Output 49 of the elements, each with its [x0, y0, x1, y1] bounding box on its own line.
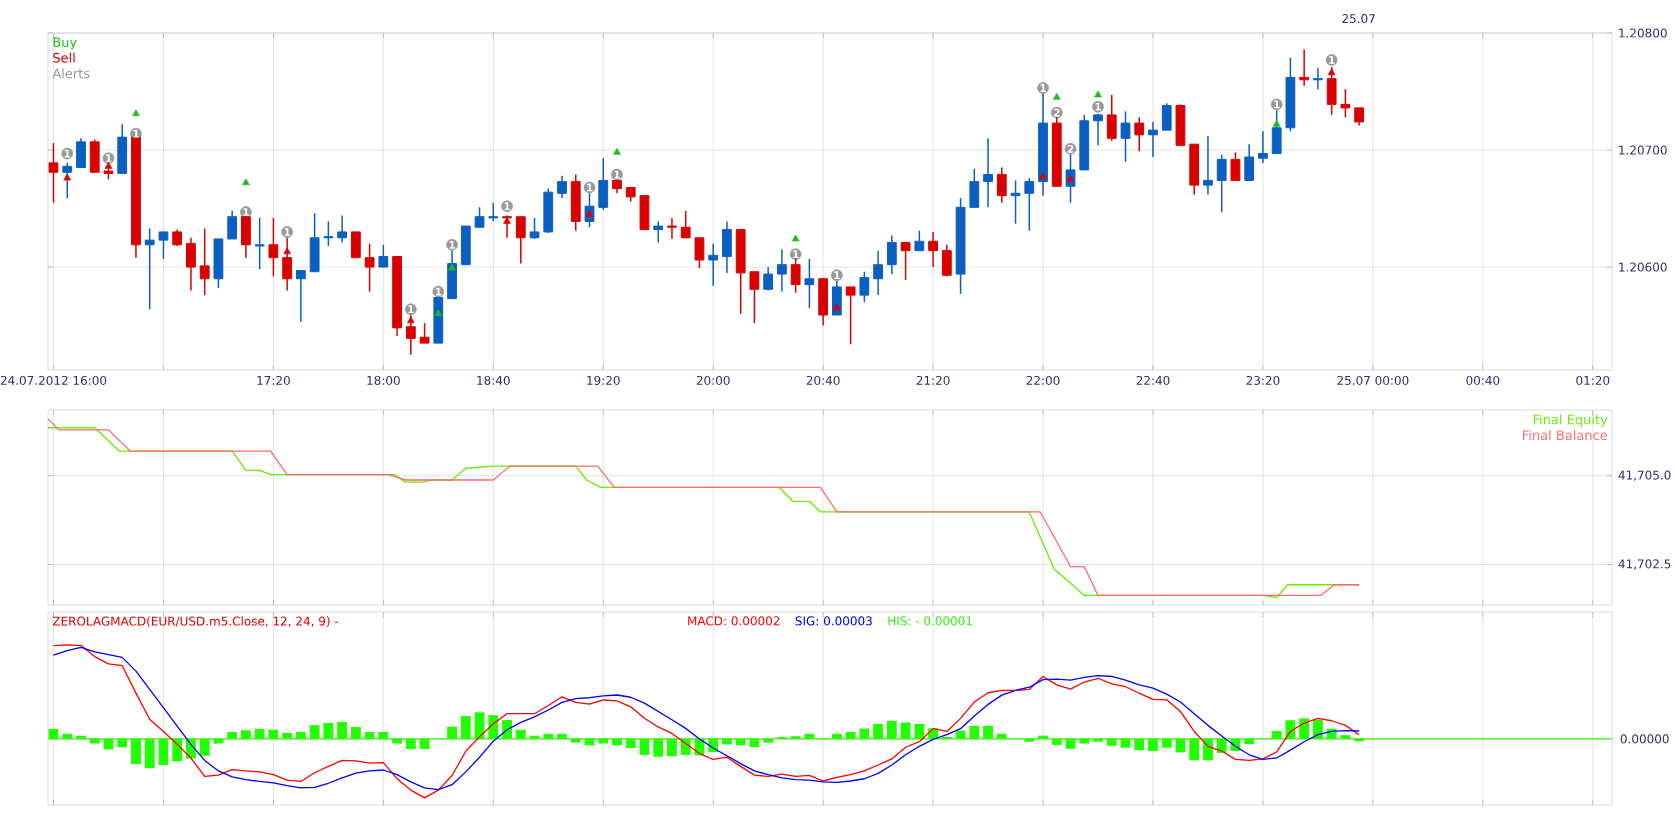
x-tick-label: 23:20 [1246, 375, 1280, 385]
x-tick-label: 19:20 [587, 375, 620, 385]
annotation: 2 [1053, 108, 1060, 117]
x-tick-label: 17:20 [257, 375, 290, 385]
annotation: 2 [1067, 144, 1074, 153]
annotation: 1 [133, 129, 139, 138]
text: Sell [53, 52, 75, 63]
annotation: 1 [1274, 100, 1280, 109]
text: MACD: 0.00002 [688, 616, 780, 626]
x-tick-label: 20:00 [696, 375, 730, 385]
y-tick-label: 1.20800 [1619, 28, 1667, 38]
annotation: 1 [1095, 102, 1101, 111]
y-tick-label: 41,702.5 [1618, 559, 1671, 570]
x-tick-label: 21:20 [916, 375, 950, 385]
text: Final Balance [1523, 430, 1607, 441]
text: SIG: 0.00003 [795, 616, 872, 626]
y-tick-label: 1.20600 [1619, 262, 1667, 272]
annotation: 1 [64, 149, 71, 158]
chart-title: ZEROLAGMACD(EUR/USD.m5.Close, 12, 24, 9) - [52, 616, 339, 628]
annotation: 1 [243, 208, 249, 216]
x-tick-label: 01:20 [1576, 375, 1610, 385]
text: Alerts [52, 68, 90, 79]
y-tick-label: 41,705.0 [1618, 470, 1671, 481]
annotation: 1 [105, 154, 112, 163]
x-tick-label: 22:00 [1026, 375, 1060, 385]
ref-line-label: 0.00000 [1620, 734, 1669, 744]
x-tick-label: 20:40 [806, 375, 840, 385]
annotation: 1 [1040, 84, 1047, 92]
text: 25.07 [1342, 14, 1375, 24]
annotation: 1 [614, 170, 620, 179]
x-tick-label: 18:40 [477, 375, 510, 385]
annotation: 1 [408, 305, 414, 314]
annotation: 1 [586, 183, 593, 192]
annotation: 1 [834, 271, 840, 280]
x-tick-label: 00:40 [1466, 375, 1500, 385]
x-tick-label: 25.07 00:00 [1337, 375, 1409, 385]
annotation: 1 [435, 287, 442, 296]
text: Buy [53, 37, 77, 50]
text: Final Equity [1533, 414, 1608, 427]
x-tick-label: 24.07.2012 16:00 [0, 375, 107, 385]
x-tick-label: 18:00 [367, 375, 400, 385]
y-tick-label: 1.20700 [1619, 145, 1667, 155]
annotation: 1 [449, 240, 456, 249]
text: HIS: - 0.00001 [888, 616, 972, 626]
annotation: 1 [1329, 56, 1335, 64]
x-tick-label: 22:40 [1136, 375, 1170, 385]
annotation: 1 [504, 202, 511, 211]
annotation: 1 [284, 228, 291, 236]
annotation: 1 [793, 250, 799, 259]
